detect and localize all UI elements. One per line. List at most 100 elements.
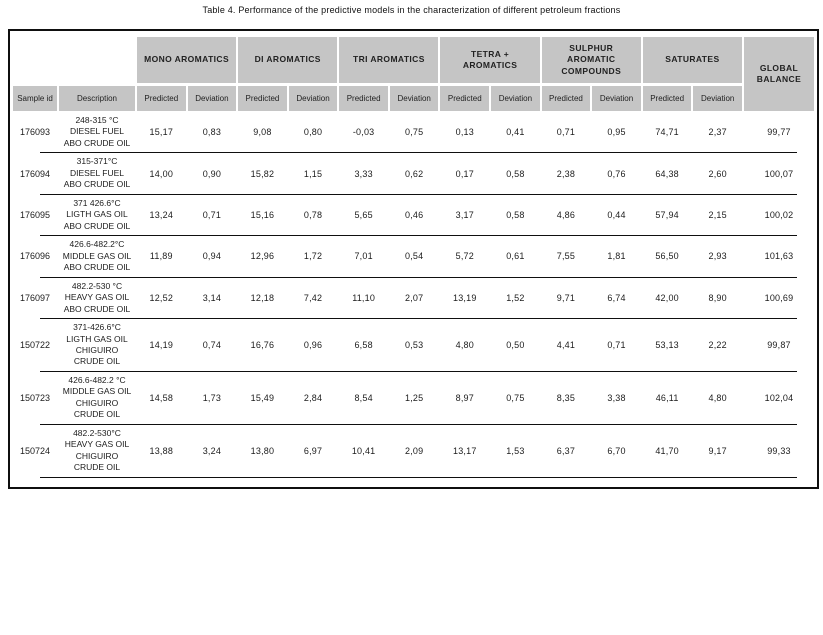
value-cell: 2,37 xyxy=(708,127,727,138)
value-cell: 14,19 xyxy=(149,339,174,350)
value-cell: 0,46 xyxy=(405,210,424,221)
value-cell: 11,10 xyxy=(352,292,376,303)
value-cell: 15,82 xyxy=(250,168,275,179)
value-cell: 2,15 xyxy=(708,210,727,221)
value-cell: 0,94 xyxy=(202,251,222,262)
value-cell: 11,89 xyxy=(149,251,173,262)
value-cell: 4,86 xyxy=(556,210,576,221)
value-cell: 3,17 xyxy=(455,210,474,221)
value-cell: 9,08 xyxy=(253,127,272,138)
group-header-tetra-aromatics: TETRA + AROMATICS xyxy=(440,37,540,83)
header-sample-id: Sample id xyxy=(13,86,57,111)
header-deviation: Deviation xyxy=(389,86,439,111)
sample-id-cell: 176094 xyxy=(19,168,51,179)
value-cell: 0,44 xyxy=(607,210,626,221)
value-cell: 74,71 xyxy=(655,127,679,138)
table-body: 176093 248-315 °C DIESEL FUEL ABO CRUDE O… xyxy=(13,112,814,478)
row-separator xyxy=(40,370,797,372)
header-description: Description xyxy=(59,86,135,111)
value-cell: 0,80 xyxy=(303,127,323,138)
value-cell: 6,37 xyxy=(556,445,576,456)
value-cell: 6,97 xyxy=(303,445,323,456)
results-table: MONO AROMATICS DI AROMATICS TRI AROMATIC… xyxy=(8,29,819,489)
header-predicted: Predicted xyxy=(137,86,186,111)
global-balance-cell: 100,07 xyxy=(764,168,794,179)
description-cell: 248-315 °C DIESEL FUEL ABO CRUDE OIL xyxy=(63,115,131,148)
description-cell: 371-426.6°C LIGTH GAS OIL CHIGUIRO CRUDE… xyxy=(66,322,128,367)
value-cell: 2,84 xyxy=(303,392,323,403)
row-separator xyxy=(40,152,797,154)
value-cell: 16,76 xyxy=(250,339,275,350)
value-cell: 2,22 xyxy=(708,339,727,350)
global-balance-cell: 100,69 xyxy=(764,292,794,303)
description-cell: 482.2-530 °C HEAVY GAS OIL ABO CRUDE OIL xyxy=(63,280,131,314)
sample-id-cell: 176096 xyxy=(19,251,51,262)
header-spacer xyxy=(13,37,135,83)
value-cell: 15,17 xyxy=(149,127,174,138)
value-cell: 42,00 xyxy=(655,292,679,303)
row-separator xyxy=(40,193,797,195)
value-cell: 0,76 xyxy=(607,168,626,179)
global-balance-cell: 102,04 xyxy=(764,392,794,403)
sample-id-cell: 176097 xyxy=(19,292,51,303)
header-predicted: Predicted xyxy=(339,86,388,111)
value-cell: 8,35 xyxy=(556,392,576,403)
value-cell: 14,58 xyxy=(149,392,174,403)
value-cell: 13,17 xyxy=(453,445,477,456)
global-balance-cell: 101,63 xyxy=(764,251,794,262)
header-predicted: Predicted xyxy=(440,86,490,111)
value-cell: 41,70 xyxy=(655,445,679,456)
header-deviation: Deviation xyxy=(288,86,338,111)
value-cell: 2,09 xyxy=(405,445,424,456)
value-cell: 0,71 xyxy=(202,210,222,221)
value-cell: 8,90 xyxy=(708,292,727,303)
value-cell: 9,17 xyxy=(708,445,727,456)
header-predicted: Predicted xyxy=(541,86,591,111)
value-cell: 15,16 xyxy=(250,210,275,221)
value-cell: 8,97 xyxy=(455,392,474,403)
value-cell: 0,96 xyxy=(303,339,323,350)
value-cell: 0,62 xyxy=(405,168,424,179)
value-cell: 4,41 xyxy=(556,339,576,350)
value-cell: 7,42 xyxy=(303,292,323,303)
header-deviation: Deviation xyxy=(693,86,742,111)
value-cell: 53,13 xyxy=(655,339,679,350)
description-cell: 371 426.6°C LIGTH GAS OIL ABO CRUDE OIL xyxy=(63,197,131,231)
group-header-saturates: SATURATES xyxy=(642,37,742,83)
value-cell: 0,75 xyxy=(506,392,525,403)
value-cell: 0,78 xyxy=(303,210,323,221)
value-cell: 5,72 xyxy=(455,251,474,262)
value-cell: 1,81 xyxy=(607,251,626,262)
value-cell: -0,03 xyxy=(352,127,375,138)
description-cell: 482.2-530°C HEAVY GAS OIL CHIGUIRO CRUDE… xyxy=(64,427,130,473)
value-cell: 2,93 xyxy=(708,251,727,262)
value-cell: 13,88 xyxy=(149,445,174,456)
value-cell: 0,71 xyxy=(556,127,576,138)
header-deviation: Deviation xyxy=(187,86,237,111)
value-cell: 0,41 xyxy=(506,127,525,138)
header-global-balance: GLOBAL BALANCE xyxy=(743,37,814,111)
value-cell: 2,38 xyxy=(556,168,576,179)
value-cell: 6,70 xyxy=(607,445,626,456)
value-cell: 2,07 xyxy=(405,292,424,303)
sample-id-cell: 150723 xyxy=(19,392,51,403)
row-separator xyxy=(40,318,797,320)
value-cell: 13,19 xyxy=(453,292,477,303)
value-cell: 57,94 xyxy=(655,210,679,221)
value-cell: 2,60 xyxy=(708,168,727,179)
value-cell: 0,90 xyxy=(202,168,222,179)
header-deviation: Deviation xyxy=(592,86,641,111)
sample-id-cell: 150722 xyxy=(19,339,51,350)
value-cell: 14,00 xyxy=(149,168,174,179)
value-cell: 0,61 xyxy=(506,251,525,262)
value-cell: 0,58 xyxy=(506,168,525,179)
value-cell: 12,96 xyxy=(250,251,275,262)
value-cell: 5,65 xyxy=(354,210,373,221)
group-header-mono-aromatics: MONO AROMATICS xyxy=(137,37,237,83)
row-separator xyxy=(40,276,797,278)
value-cell: 4,80 xyxy=(708,392,727,403)
value-cell: 0,71 xyxy=(607,339,626,350)
sample-id-cell: 150724 xyxy=(19,445,51,456)
value-cell: 0,54 xyxy=(405,251,424,262)
